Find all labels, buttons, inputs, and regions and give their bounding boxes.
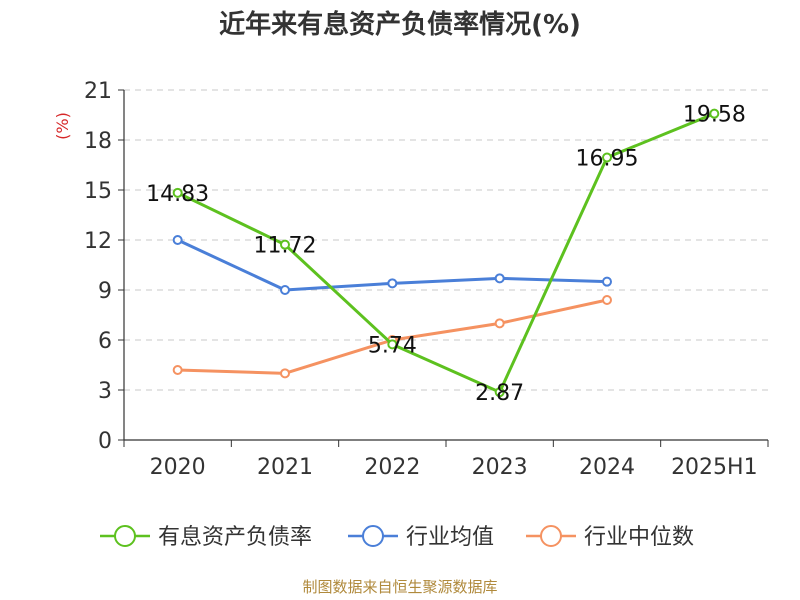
y-tick-label: 15 (84, 179, 112, 204)
x-tick-label: 2020 (150, 455, 206, 480)
source-note: 制图数据来自恒生聚源数据库 (302, 578, 498, 596)
legend-marker (362, 525, 384, 547)
y-tick-label: 3 (98, 379, 112, 404)
legend-label: 有息资产负债率 (158, 525, 312, 550)
data-point (602, 276, 612, 287)
x-tick-label: 2024 (579, 455, 635, 480)
chart-title: 近年来有息资产负债率情况(%) (219, 10, 581, 40)
data-label: 2.87 (475, 381, 524, 406)
data-label: 14.83 (146, 182, 209, 207)
legend-label: 行业中位数 (584, 525, 694, 550)
data-point (172, 365, 183, 375)
data-label: 11.72 (254, 234, 317, 259)
data-point (387, 339, 398, 350)
x-tick-label: 2022 (364, 455, 420, 480)
legend-label: 行业均值 (406, 525, 494, 550)
y-tick-label: 9 (98, 279, 112, 304)
data-point (280, 285, 290, 295)
data-point (709, 108, 720, 119)
y-tick-label: 6 (98, 329, 112, 354)
x-tick-label: 2023 (472, 455, 528, 480)
data-point (602, 295, 612, 305)
data-label: 5.74 (368, 333, 417, 358)
y-tick-label: 21 (84, 79, 112, 104)
x-tick-label: 2025H1 (671, 455, 758, 480)
series-line (177, 112, 715, 394)
data-point (387, 278, 398, 289)
y-tick-label: 18 (84, 129, 112, 154)
y-tick-label: 0 (98, 429, 112, 454)
data-point (602, 152, 612, 163)
data-point (494, 318, 505, 329)
legend-marker (540, 525, 562, 547)
data-point (280, 239, 290, 250)
data-point (172, 235, 183, 245)
data-label: 19.58 (683, 103, 746, 128)
data-point (172, 187, 183, 198)
y-tick-label: 12 (84, 229, 112, 254)
data-label: 16.95 (576, 147, 639, 172)
y-axis-label: (%) (53, 112, 72, 140)
data-point (280, 368, 290, 379)
data-point (494, 273, 505, 284)
data-point (494, 387, 505, 398)
x-tick-label: 2021 (257, 455, 313, 480)
legend-marker (114, 525, 136, 547)
